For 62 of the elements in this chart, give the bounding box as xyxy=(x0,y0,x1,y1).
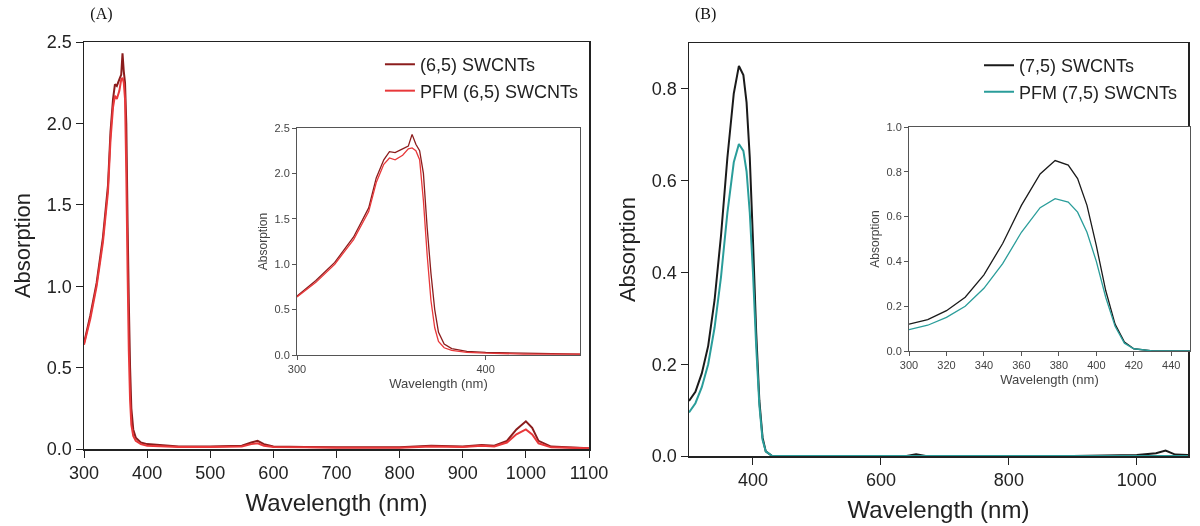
x-tick-label: 340 xyxy=(974,359,994,372)
x-axis-title: Wavelength (nm) xyxy=(389,375,488,391)
y-tick-label: 0.5 xyxy=(274,303,290,316)
chart-title: (A) xyxy=(90,5,113,24)
line-series xyxy=(909,198,1190,351)
x-tick-label: 900 xyxy=(447,463,478,484)
y-tick-label: 0.6 xyxy=(651,170,677,191)
x-tick-label: 1000 xyxy=(505,463,546,484)
x-tick-label: 1000 xyxy=(1116,470,1157,491)
legend-label: (6,5) SWCNTs xyxy=(419,55,535,76)
y-tick-label: 0.2 xyxy=(886,300,902,313)
x-tick-label: 500 xyxy=(195,463,226,484)
legend-label: PFM (7,5) SWCNTs xyxy=(1019,82,1178,103)
y-tick-label: 2.0 xyxy=(46,113,72,134)
y-tick-label: 0.0 xyxy=(46,439,72,460)
x-tick-label: 300 xyxy=(899,359,919,372)
chart-title: (B) xyxy=(695,5,717,24)
y-tick-label: 0.8 xyxy=(886,165,902,178)
x-tick-label: 800 xyxy=(993,470,1024,491)
y-tick-label: 1.0 xyxy=(274,258,290,271)
x-tick-label: 600 xyxy=(258,463,289,484)
y-tick-label: 2.5 xyxy=(274,121,290,134)
x-tick-label: 600 xyxy=(865,470,896,491)
x-tick-label: 380 xyxy=(1049,359,1069,372)
x-axis-title: Wavelength (nm) xyxy=(1000,371,1099,387)
x-tick-label: 700 xyxy=(321,463,352,484)
y-tick-label: 2.5 xyxy=(46,32,72,53)
y-axis-title: Absorption xyxy=(9,192,35,299)
legend-label: (7,5) SWCNTs xyxy=(1019,56,1135,77)
y-tick-label: 1.5 xyxy=(46,195,72,216)
x-tick-label: 360 xyxy=(1012,359,1031,372)
x-tick-label: 300 xyxy=(68,463,100,484)
y-axis-title: Absorption xyxy=(255,212,270,271)
x-tick-label: 1100 xyxy=(569,463,609,484)
x-axis-title: Wavelength (nm) xyxy=(245,489,428,517)
x-tick-label: 300 xyxy=(287,363,307,376)
y-tick-label: 0.4 xyxy=(886,255,902,268)
x-tick-label: 440 xyxy=(1162,359,1181,372)
x-tick-label: 400 xyxy=(1087,359,1106,372)
x-tick-label: 420 xyxy=(1124,359,1143,372)
x-tick-label: 800 xyxy=(384,463,415,484)
y-axis-title: Absorption xyxy=(614,196,640,303)
x-tick-label: 400 xyxy=(476,363,495,376)
y-tick-label: 0.5 xyxy=(46,357,72,378)
y-tick-label: 1.0 xyxy=(886,120,902,133)
y-tick-label: 2.0 xyxy=(274,167,290,180)
y-tick-label: 0.4 xyxy=(651,262,677,283)
x-tick-label: 400 xyxy=(132,463,163,484)
y-tick-label: 0.2 xyxy=(651,354,677,375)
x-tick-label: 320 xyxy=(937,359,956,372)
x-axis-title: Wavelength (nm) xyxy=(847,496,1030,524)
line-series xyxy=(689,142,1188,456)
y-tick-label: 0.8 xyxy=(651,79,677,100)
y-tick-label: 1.5 xyxy=(274,212,290,225)
legend-label: PFM (6,5) SWCNTs xyxy=(419,81,578,102)
y-axis-title: Absorption xyxy=(867,210,882,268)
y-tick-label: 0.0 xyxy=(886,344,902,357)
x-tick-label: 400 xyxy=(737,470,768,491)
y-tick-label: 0.0 xyxy=(274,348,290,361)
y-tick-label: 1.0 xyxy=(46,276,72,297)
y-tick-label: 0.0 xyxy=(651,446,677,467)
y-tick-label: 0.6 xyxy=(886,210,902,223)
